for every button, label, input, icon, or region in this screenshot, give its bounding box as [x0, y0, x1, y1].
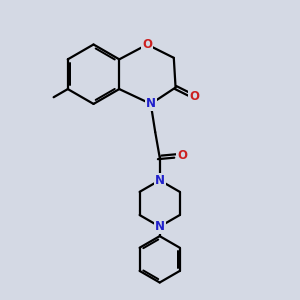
Text: N: N: [155, 220, 165, 233]
Text: N: N: [146, 98, 156, 110]
Text: O: O: [177, 149, 187, 162]
Text: O: O: [189, 90, 199, 103]
Text: N: N: [155, 174, 165, 187]
Text: O: O: [142, 38, 152, 51]
